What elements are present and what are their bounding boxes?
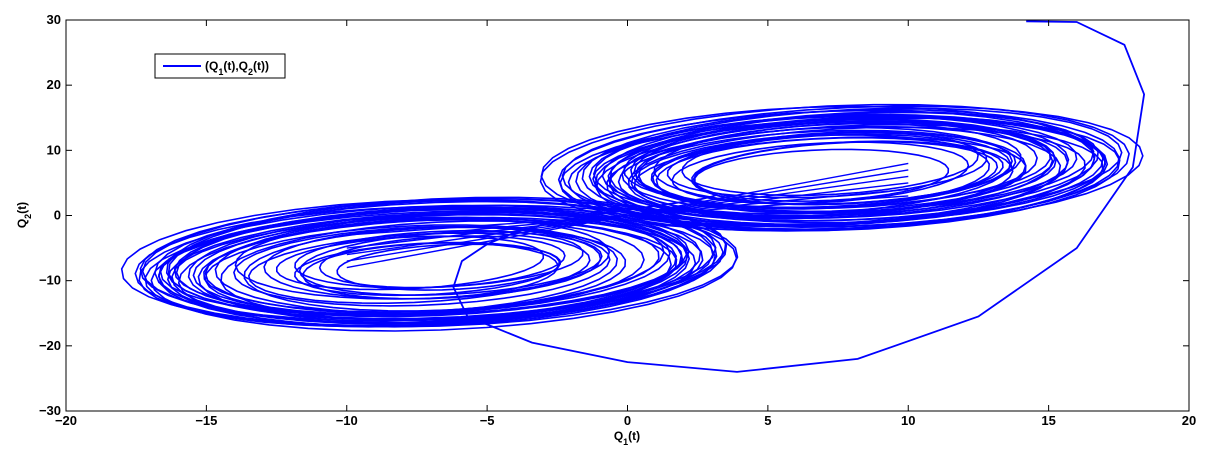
trajectory-loop (653, 122, 1022, 205)
y-tick-label: 10 (47, 142, 61, 157)
trajectory-loop (336, 243, 562, 291)
trajectory-loop (601, 111, 1095, 217)
x-tick-label: −15 (195, 413, 217, 428)
x-tick-label: 20 (1182, 413, 1196, 428)
x-tick-label: 0 (624, 413, 631, 428)
y-tick-label: 20 (47, 77, 61, 92)
x-tick-label: −20 (55, 413, 77, 428)
x-tick-label: −10 (336, 413, 358, 428)
trajectory-loop (681, 130, 979, 197)
trajectory-loop (607, 116, 1107, 224)
trajectory-loop (204, 218, 645, 315)
y-tick-label: 30 (47, 12, 61, 27)
legend: (Q1(t),Q2(t)) (154, 53, 286, 79)
x-tick-label: 5 (764, 413, 771, 428)
legend-entry-text: (Q1(t),Q2(t)) (205, 59, 269, 77)
y-tick-label: −30 (39, 403, 61, 418)
y-axis-ticks: −30 −20 −10 0 10 20 30 (39, 12, 1189, 418)
trajectory-loop (623, 118, 1052, 209)
y-tick-label: 0 (54, 208, 61, 223)
trajectory-loop (633, 120, 1038, 210)
x-tick-label: 15 (1041, 413, 1055, 428)
trajectory-loop (192, 213, 671, 316)
trajectory-strand (346, 162, 909, 269)
trajectory-loop (204, 224, 619, 315)
trajectory-loop (165, 196, 727, 320)
x-tick-label: −5 (480, 413, 495, 428)
trajectory-loop (173, 207, 688, 317)
y-tick-label: −10 (39, 273, 61, 288)
trajectory-layer (120, 20, 1146, 373)
trajectory-loop (138, 204, 702, 328)
y-tick-label: −20 (39, 338, 61, 353)
trajectory-loop (557, 105, 1144, 231)
trajectory-loop (276, 235, 544, 291)
trajectory-loop (606, 123, 1104, 229)
trajectory-series-line (452, 20, 1146, 373)
trajectory-loop (561, 109, 1096, 226)
trajectory-loop (243, 226, 627, 312)
trajectory-loop (166, 211, 689, 324)
x-axis-ticks: −20 −15 −10 −5 0 5 10 15 20 (55, 20, 1196, 428)
trajectory-loop (694, 148, 950, 203)
trajectory-loop (666, 133, 988, 199)
trajectory-loop (671, 141, 970, 205)
x-axis-label: Q1(t) (614, 429, 640, 447)
x-tick-label: 10 (901, 413, 915, 428)
y-axis-label: Q2(t) (15, 202, 33, 228)
